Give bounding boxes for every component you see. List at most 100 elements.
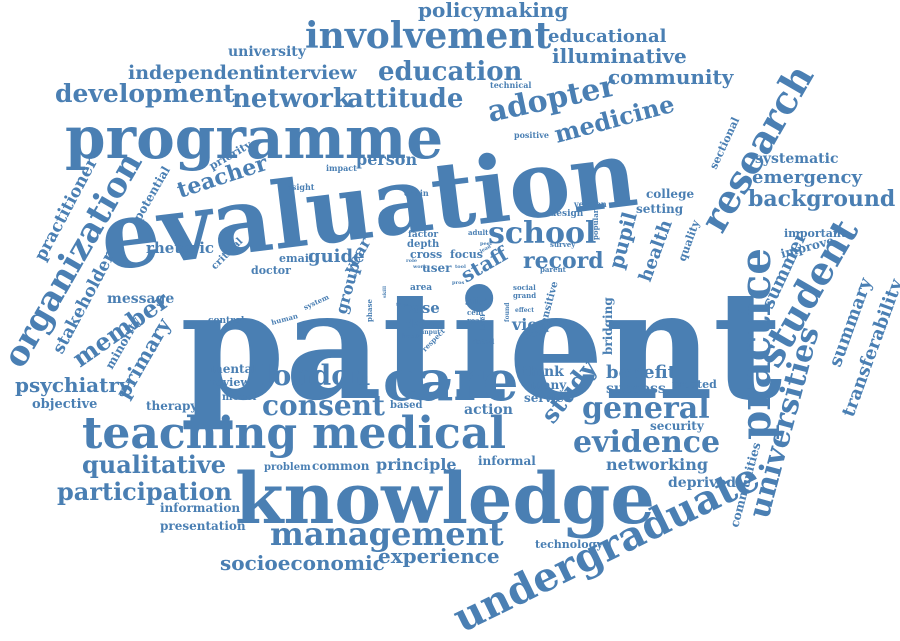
word-service: service bbox=[524, 391, 572, 405]
word-person: person bbox=[356, 150, 417, 169]
word-review: review bbox=[210, 376, 250, 389]
word-college: college bbox=[646, 187, 694, 201]
word-grand: grand bbox=[513, 291, 536, 300]
word-survey: survey bbox=[550, 240, 576, 249]
word-impact: impact bbox=[326, 163, 357, 173]
word-attitude: attitude bbox=[347, 84, 463, 114]
word-user: user bbox=[422, 261, 452, 275]
word-principle: principle bbox=[376, 455, 457, 474]
word-systematic: systematic bbox=[755, 151, 838, 167]
word-care: care bbox=[383, 348, 519, 414]
word-skill: skill bbox=[382, 286, 388, 298]
word-detail: detail bbox=[472, 337, 495, 346]
word-consent: consent bbox=[262, 389, 385, 422]
word-popular: popular bbox=[591, 209, 600, 240]
word-doctor: doctor bbox=[251, 264, 291, 277]
word-treated: treated bbox=[672, 378, 717, 391]
word-pros: pros bbox=[452, 280, 464, 286]
word-rhetoric: rhetoric bbox=[146, 239, 214, 257]
word-objective: objective bbox=[32, 397, 97, 412]
word-experience: experience bbox=[378, 544, 500, 568]
word-practice: practice bbox=[731, 248, 780, 440]
word-socioeconomic: socioeconomic bbox=[220, 551, 385, 575]
word-adult: adult bbox=[468, 228, 489, 237]
word-depth: depth bbox=[407, 239, 440, 250]
word-patient: patient bbox=[180, 258, 782, 434]
word-general: general bbox=[582, 391, 710, 426]
word-development: development bbox=[55, 79, 235, 108]
word-found: found bbox=[504, 302, 511, 322]
word-information: information bbox=[160, 501, 240, 515]
word-message: message bbox=[107, 291, 174, 307]
word-emergency: emergency bbox=[752, 167, 863, 188]
word-guide: guide bbox=[308, 246, 365, 267]
word-important: important bbox=[784, 227, 847, 240]
word-based: based bbox=[390, 400, 422, 411]
word-illuminative: illuminative bbox=[552, 44, 687, 68]
word-qualitative: qualitative bbox=[82, 450, 226, 479]
word-role: role bbox=[406, 258, 417, 264]
word-independent: independent bbox=[128, 62, 262, 84]
word-control: control bbox=[208, 316, 245, 326]
word-record: record bbox=[523, 248, 604, 274]
word-school: school bbox=[488, 216, 596, 251]
word-background: background bbox=[748, 186, 895, 212]
word-view: view bbox=[511, 315, 553, 334]
word-networking: networking bbox=[606, 455, 708, 474]
word-mental: mental bbox=[210, 362, 257, 376]
word-type: type bbox=[396, 302, 408, 308]
word-presentation: presentation bbox=[160, 519, 246, 533]
word-cent: cent bbox=[467, 308, 485, 317]
word-knowledge: knowledge bbox=[235, 457, 655, 540]
word-problem: problem bbox=[264, 462, 311, 473]
word-university: university bbox=[228, 44, 307, 60]
word-educational: educational bbox=[548, 26, 667, 47]
word-informal: informal bbox=[478, 454, 536, 468]
word-programme: programme bbox=[65, 104, 443, 172]
word-phase: phase bbox=[365, 299, 374, 322]
word-design: design bbox=[550, 209, 584, 219]
word-medical: medical bbox=[312, 408, 506, 459]
word-involvement: involvement bbox=[305, 15, 551, 57]
word-management: management bbox=[270, 515, 504, 553]
word-version: version bbox=[573, 199, 607, 209]
word-teaching: teaching bbox=[82, 408, 297, 459]
word-technical: technical bbox=[490, 80, 531, 90]
word-security: security bbox=[650, 419, 705, 433]
word-real: real bbox=[467, 316, 483, 325]
word-action: action bbox=[464, 402, 513, 418]
word-success: success bbox=[606, 381, 666, 397]
word-insight: insight bbox=[283, 182, 315, 192]
word-psychiatry: psychiatry bbox=[15, 373, 132, 397]
word-lead: lead bbox=[479, 243, 493, 254]
word-focus: focus bbox=[450, 248, 483, 261]
word-many: many bbox=[530, 378, 567, 392]
word-policymaking: policymaking bbox=[418, 0, 568, 22]
word-positive: positive bbox=[514, 130, 549, 140]
word-effect: effect bbox=[515, 307, 534, 314]
word-cross: cross bbox=[410, 248, 442, 261]
word-level: level bbox=[480, 314, 487, 330]
word-education: education bbox=[378, 57, 523, 87]
word-know: know bbox=[402, 333, 421, 340]
word-therapy: therapy bbox=[146, 399, 198, 413]
word-work: work bbox=[412, 264, 427, 270]
word-community: community bbox=[608, 65, 735, 89]
word-data: data bbox=[405, 317, 435, 331]
word-london: london bbox=[262, 359, 370, 392]
word-benefit: benefit bbox=[606, 362, 677, 383]
word-think: think bbox=[522, 364, 564, 380]
word-common: common bbox=[312, 459, 370, 473]
word-technology: technology bbox=[535, 538, 603, 551]
word-bridging: bridging bbox=[601, 297, 615, 355]
word-email: email bbox=[279, 252, 313, 265]
word-deprived: deprived bbox=[668, 475, 736, 491]
word-site: site bbox=[465, 294, 490, 308]
word-setting: setting bbox=[636, 202, 684, 216]
word-peer: peer bbox=[480, 241, 493, 247]
word-input: input bbox=[422, 329, 440, 336]
word-tool: tool bbox=[455, 264, 466, 270]
word-evidence: evidence bbox=[573, 425, 720, 460]
